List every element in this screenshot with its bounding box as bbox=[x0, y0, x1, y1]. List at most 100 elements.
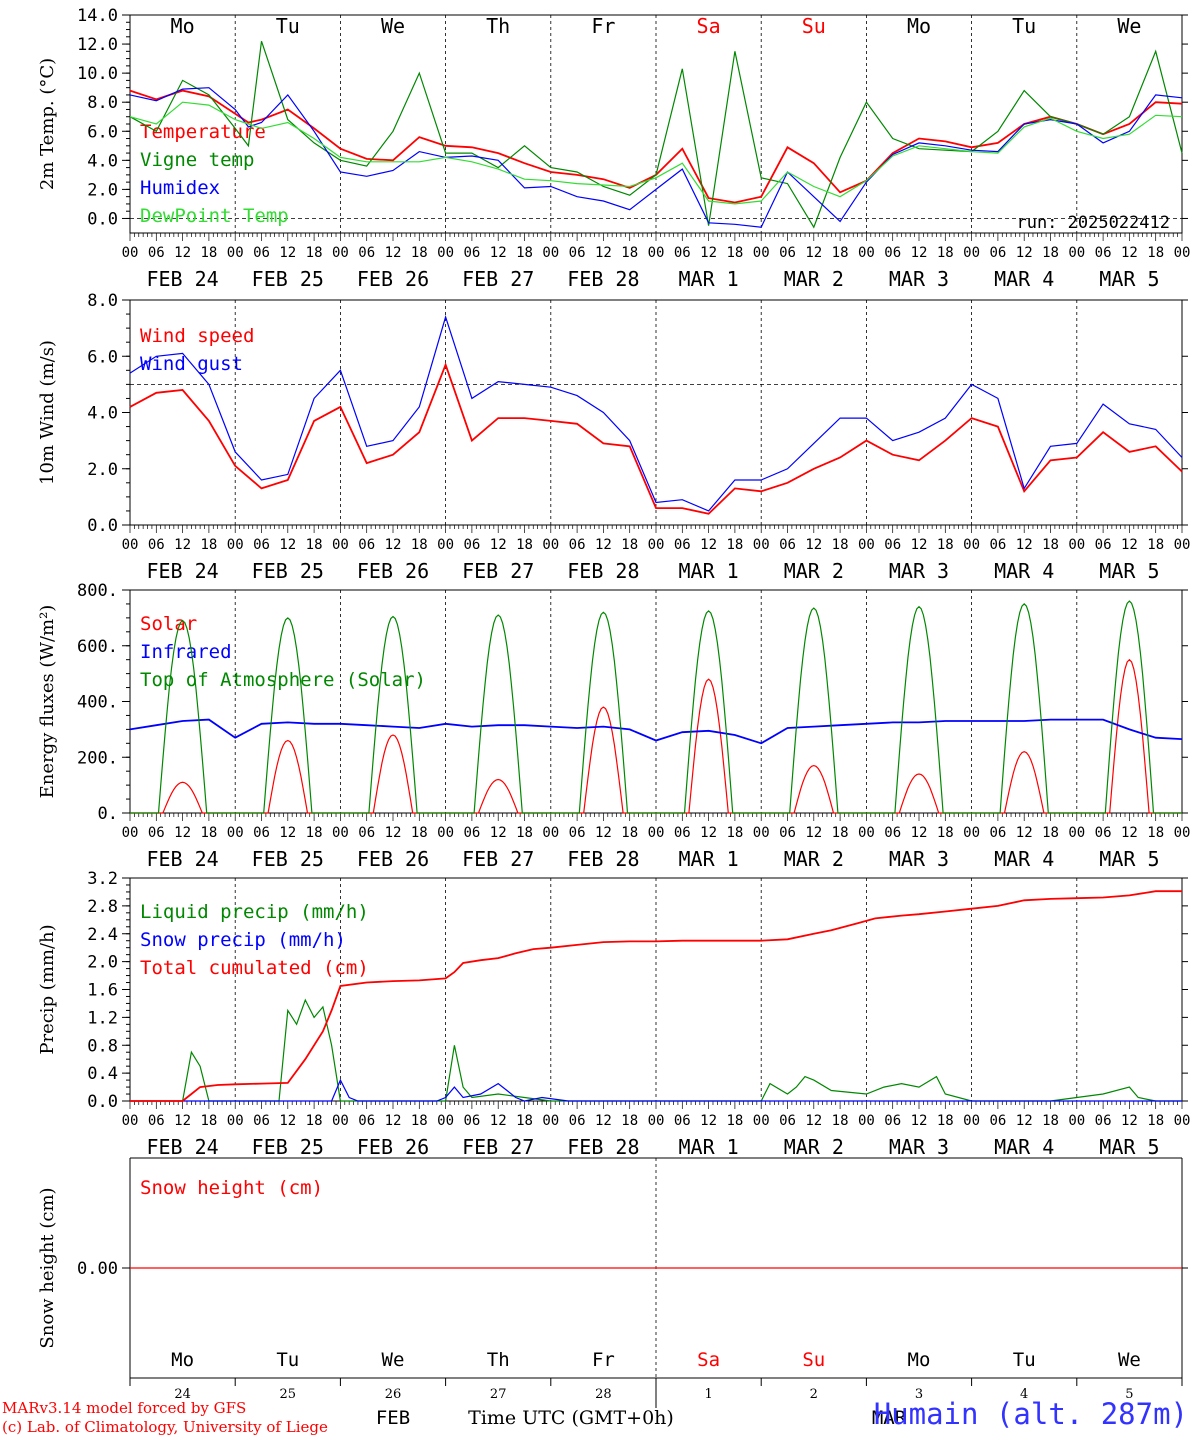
series-temperature-line bbox=[129, 89, 1183, 204]
legend-entry: Top of Atmosphere (Solar) bbox=[140, 669, 426, 691]
weekday-label: Tu bbox=[1012, 14, 1036, 38]
hour-label: 06 bbox=[358, 825, 375, 841]
weekday-label: Tu bbox=[276, 1349, 299, 1371]
hour-label: 18 bbox=[411, 537, 428, 553]
y-axis-label: Precip (mm/h) bbox=[37, 924, 58, 1054]
weekday-label: We bbox=[1117, 14, 1141, 38]
weekday-label: Mo bbox=[171, 14, 195, 38]
hour-label: 06 bbox=[253, 245, 270, 261]
date-label: FEB 27 bbox=[462, 1135, 534, 1159]
hour-label: 06 bbox=[989, 537, 1006, 553]
date-label: FEB 27 bbox=[462, 267, 534, 291]
date-label: MAR 1 bbox=[678, 559, 738, 583]
date-label: FEB 26 bbox=[357, 559, 429, 583]
run-label: run: 2025022412 bbox=[1016, 213, 1170, 233]
hour-label: 00 bbox=[1068, 245, 1085, 261]
hour-label: 18 bbox=[1147, 537, 1164, 553]
hour-label: 18 bbox=[1042, 537, 1059, 553]
series-top-of-atmosphere-solar-line bbox=[130, 600, 1182, 814]
hour-label: 12 bbox=[911, 1113, 928, 1129]
model-credit: MARv3.14 model forced by GFS bbox=[2, 1399, 247, 1417]
hour-label: 18 bbox=[621, 537, 638, 553]
day-number: 1 bbox=[704, 1387, 712, 1402]
date-label: MAR 2 bbox=[784, 1135, 844, 1159]
hour-label: 06 bbox=[989, 825, 1006, 841]
date-label: MAR 1 bbox=[678, 1135, 738, 1159]
y-tick-label: 3.2 bbox=[87, 869, 118, 889]
y-tick-label: 0.8 bbox=[87, 1036, 118, 1056]
hour-label: 12 bbox=[174, 245, 191, 261]
hour-label: 06 bbox=[358, 537, 375, 553]
month-label-feb: FEB bbox=[376, 1407, 410, 1429]
hour-label: 12 bbox=[279, 245, 296, 261]
hour-label: 06 bbox=[148, 825, 165, 841]
weekday-label: Fr bbox=[592, 1349, 615, 1371]
hour-label: 12 bbox=[1121, 1113, 1138, 1129]
hour-label: 12 bbox=[490, 537, 507, 553]
hour-label: 00 bbox=[753, 825, 770, 841]
hour-label: 12 bbox=[700, 1113, 717, 1129]
hour-label: 00 bbox=[542, 537, 559, 553]
legend-entry: Total cumulated (cm) bbox=[140, 957, 369, 979]
y-tick-label: 600. bbox=[77, 637, 118, 657]
weekday-label: Mo bbox=[907, 14, 931, 38]
y-tick-label: 4.0 bbox=[87, 151, 118, 171]
hour-label: 00 bbox=[858, 245, 875, 261]
date-label: MAR 5 bbox=[1099, 559, 1159, 583]
date-label: FEB 25 bbox=[252, 1135, 324, 1159]
hour-label: 12 bbox=[385, 245, 402, 261]
y-tick-label: 1.6 bbox=[87, 981, 118, 1001]
hour-label: 18 bbox=[1147, 1113, 1164, 1129]
hour-label: 12 bbox=[1016, 825, 1033, 841]
y-axis-label: 2m Temp. (°C) bbox=[37, 58, 58, 190]
hour-label: 12 bbox=[700, 245, 717, 261]
y-tick-label: 8.0 bbox=[87, 291, 118, 311]
hour-label: 06 bbox=[989, 245, 1006, 261]
hour-label: 12 bbox=[385, 1113, 402, 1129]
hour-label: 00 bbox=[332, 537, 349, 553]
station-name: Humain (alt. 287m) bbox=[873, 1397, 1188, 1431]
date-label: FEB 25 bbox=[252, 559, 324, 583]
date-label: FEB 28 bbox=[567, 847, 639, 871]
hour-label: 12 bbox=[1121, 825, 1138, 841]
hour-label: 12 bbox=[279, 825, 296, 841]
hour-label: 18 bbox=[621, 825, 638, 841]
y-tick-label: 8.0 bbox=[87, 93, 118, 113]
hour-label: 06 bbox=[674, 537, 691, 553]
legend-entry: Liquid precip (mm/h) bbox=[140, 901, 369, 923]
hour-label: 06 bbox=[569, 825, 586, 841]
hour-label: 18 bbox=[306, 1113, 323, 1129]
date-label: FEB 26 bbox=[357, 267, 429, 291]
hour-label: 12 bbox=[805, 245, 822, 261]
date-label: MAR 4 bbox=[994, 267, 1054, 291]
y-axis-label: 10m Wind (m/s) bbox=[37, 340, 58, 485]
hour-label: 12 bbox=[1121, 245, 1138, 261]
hour-label: 18 bbox=[1042, 245, 1059, 261]
hour-label: 18 bbox=[726, 537, 743, 553]
hour-label: 06 bbox=[779, 537, 796, 553]
hour-label: 00 bbox=[542, 1113, 559, 1129]
hour-label: 18 bbox=[1147, 825, 1164, 841]
day-number: 28 bbox=[595, 1387, 612, 1402]
hour-label: 18 bbox=[832, 1113, 849, 1129]
hour-label: 06 bbox=[463, 825, 480, 841]
hour-label: 00 bbox=[227, 825, 244, 841]
hour-label: 06 bbox=[358, 1113, 375, 1129]
hour-label: 18 bbox=[200, 825, 217, 841]
hour-label: 18 bbox=[1147, 245, 1164, 261]
date-label: FEB 25 bbox=[252, 267, 324, 291]
y-tick-label: 800. bbox=[77, 581, 118, 601]
hour-label: 12 bbox=[700, 537, 717, 553]
time-axis-label: Time UTC (GMT+0h) bbox=[468, 1407, 674, 1429]
date-label: FEB 28 bbox=[567, 267, 639, 291]
legend-entry: Humidex bbox=[140, 177, 220, 199]
hour-label: 00 bbox=[332, 245, 349, 261]
weekday-label: Sa bbox=[697, 14, 721, 38]
panel-5: 0.00 Snow height (cm) Snow height (cm) bbox=[37, 1157, 1188, 1378]
hour-label: 06 bbox=[148, 1113, 165, 1129]
date-label: MAR 1 bbox=[678, 847, 738, 871]
hour-label: 06 bbox=[148, 245, 165, 261]
y-tick-label: 2.0 bbox=[87, 953, 118, 973]
hour-label: 00 bbox=[648, 245, 665, 261]
y-tick-label: 10.0 bbox=[77, 64, 118, 84]
